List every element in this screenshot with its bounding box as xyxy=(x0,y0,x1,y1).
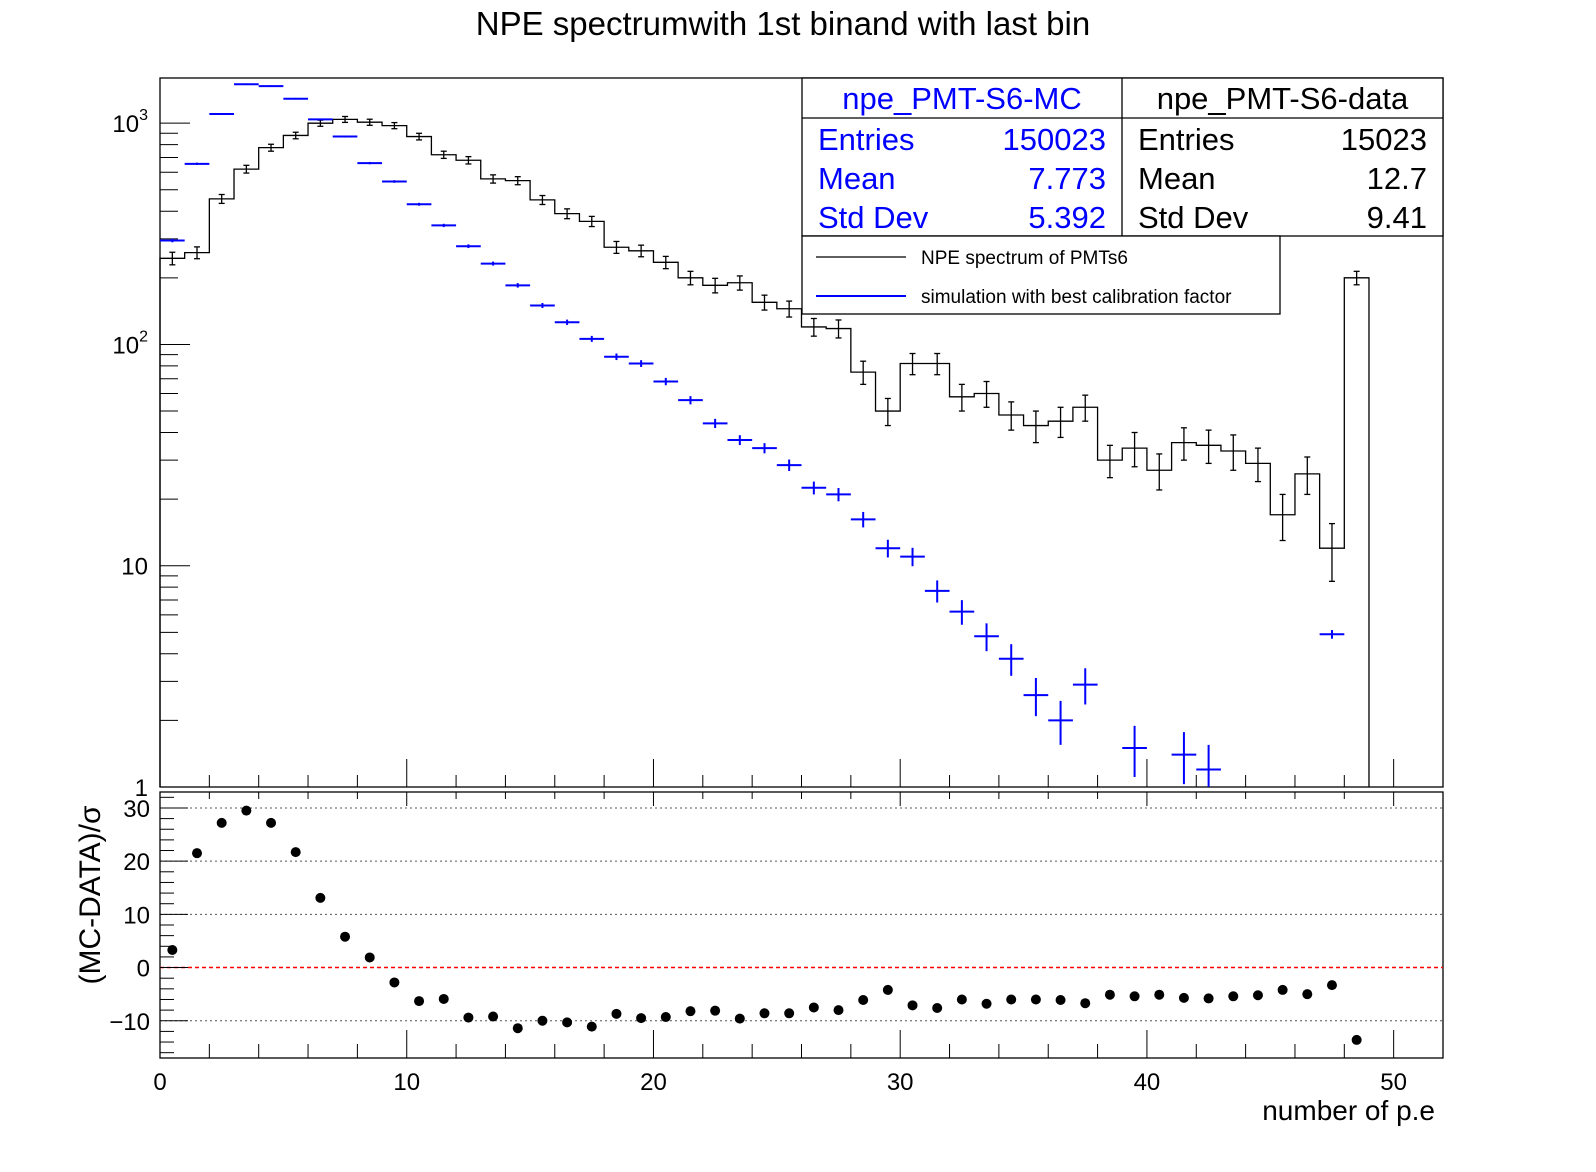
residual-point xyxy=(438,993,449,1004)
x-tick-label: 10 xyxy=(393,1069,420,1096)
residual-point xyxy=(414,996,425,1007)
residual-point xyxy=(1030,994,1041,1005)
stats-label: Entries xyxy=(1138,122,1234,157)
x-tick-label: 50 xyxy=(1380,1069,1407,1096)
legend-frame xyxy=(801,235,1281,315)
residual-point xyxy=(759,1008,770,1019)
figure-title: NPE spectrumwith 1st binand with last bi… xyxy=(476,5,1090,42)
data-histogram-line xyxy=(159,118,1370,787)
y-tick-label-base: 1 xyxy=(135,775,148,802)
legend-label: NPE spectrum of PMTs6 xyxy=(921,248,1128,269)
y-tick-label-exp: 2 xyxy=(139,328,148,345)
x-tick-label: 20 xyxy=(640,1069,667,1096)
x-tick-label: 0 xyxy=(153,1069,166,1096)
stats-label: Mean xyxy=(818,161,896,196)
residual-point xyxy=(734,1013,745,1024)
residual-point xyxy=(364,952,375,963)
residual-point xyxy=(463,1012,474,1023)
y-tick-label: −10 xyxy=(109,1009,150,1036)
legend-box: NPE spectrum of PMTs6 simulation with bes… xyxy=(801,235,1281,315)
residual-point xyxy=(858,995,869,1006)
residual-point xyxy=(1178,992,1189,1003)
y-tick-label-base: 10 xyxy=(121,554,148,581)
y-tick-label-base: 10 xyxy=(112,332,139,359)
stats-title: npe_PMT-S6-data xyxy=(1157,81,1409,116)
y-tick-label: 103 xyxy=(112,107,148,138)
y-tick-label: 30 xyxy=(123,796,150,823)
y-tick-label: 0 xyxy=(137,956,150,983)
stats-label: Std Dev xyxy=(1138,200,1249,235)
y-tick-label: 20 xyxy=(123,849,150,876)
residual-point xyxy=(340,931,351,942)
stats-label: Mean xyxy=(1138,161,1216,196)
residual-point xyxy=(808,1002,819,1013)
y-tick-label: 10 xyxy=(121,554,148,581)
stats-label: Std Dev xyxy=(818,200,929,235)
stats-box: npe_PMT-S6-MC Entries 150023 Mean 7.773 Std D… xyxy=(801,77,1444,237)
residual-point xyxy=(784,1008,795,1019)
residual-point xyxy=(956,994,967,1005)
residual-point xyxy=(537,1015,548,1026)
x-axis-title: number of p.e xyxy=(1262,1095,1435,1126)
residual-point xyxy=(1080,998,1091,1009)
y-tick-label-exp: 3 xyxy=(139,107,148,124)
residual-point xyxy=(266,817,277,828)
y-tick-label-base: 10 xyxy=(112,111,139,138)
residual-point xyxy=(290,847,301,858)
stats-value: 7.773 xyxy=(1028,161,1106,196)
residual-point xyxy=(1055,995,1066,1006)
residual-point xyxy=(611,1008,622,1019)
stats-value: 5.392 xyxy=(1028,200,1106,235)
residual-point xyxy=(660,1012,671,1023)
stats-value: 15023 xyxy=(1341,122,1427,157)
residual-point xyxy=(216,817,227,828)
x-tick-label: 40 xyxy=(1134,1069,1161,1096)
residual-point xyxy=(562,1017,573,1028)
residual-point xyxy=(636,1013,647,1024)
residual-point xyxy=(1326,980,1337,991)
residual-point xyxy=(1006,994,1017,1005)
legend-label: simulation with best calibration factor xyxy=(921,287,1232,308)
residual-point xyxy=(981,998,992,1009)
residual-point xyxy=(1104,989,1115,1000)
residual-point xyxy=(241,805,252,816)
residual-point xyxy=(1351,1034,1362,1045)
y-tick-label: 1 xyxy=(135,775,148,802)
residual-point xyxy=(907,1000,918,1011)
residual-point xyxy=(1228,991,1239,1002)
residual-point xyxy=(192,848,203,859)
residual-point xyxy=(1154,989,1165,1000)
residual-point xyxy=(932,1002,943,1013)
residual-point xyxy=(1203,993,1214,1004)
residual-point xyxy=(882,984,893,995)
stats-value: 9.41 xyxy=(1367,200,1427,235)
stats-title: npe_PMT-S6-MC xyxy=(842,81,1081,116)
stats-value: 150023 xyxy=(1003,122,1106,157)
residual-point xyxy=(167,945,178,956)
y-tick-label: 10 xyxy=(123,902,150,929)
residual-point xyxy=(1277,984,1288,995)
residual-point xyxy=(1302,989,1313,1000)
residual-point xyxy=(710,1005,721,1016)
stats-label: Entries xyxy=(818,122,914,157)
residual-point xyxy=(389,977,400,988)
x-tick-label: 30 xyxy=(887,1069,914,1096)
y-axis-title: (MC-DATA)/σ xyxy=(74,805,107,985)
y-tick-label: 102 xyxy=(112,328,148,359)
residual-point xyxy=(1129,991,1140,1002)
residual-point xyxy=(586,1021,597,1032)
residual-point xyxy=(512,1023,523,1034)
residual-point xyxy=(315,892,326,903)
residual-point xyxy=(1252,990,1263,1001)
residual-point xyxy=(488,1011,499,1022)
residual-point xyxy=(833,1005,844,1016)
stats-value: 12.7 xyxy=(1367,161,1427,196)
residual-point xyxy=(685,1006,696,1017)
